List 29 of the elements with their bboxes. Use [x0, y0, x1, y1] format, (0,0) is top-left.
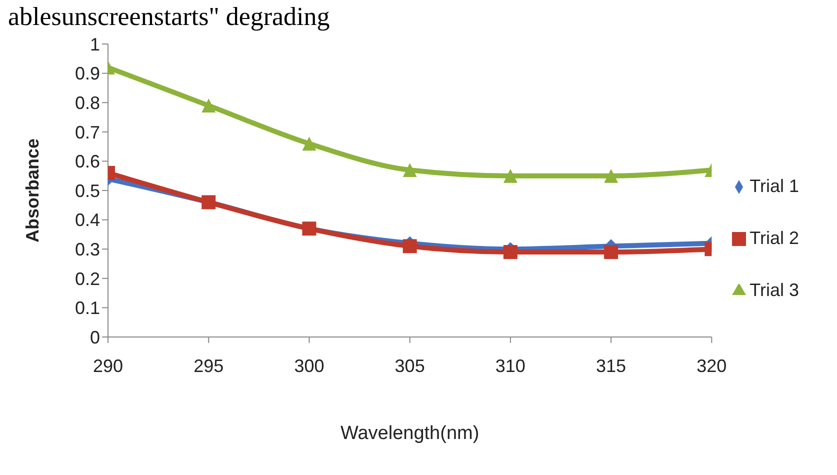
x-axis-title: Wavelength(nm) [340, 423, 480, 444]
x-tick-label: 305 [394, 356, 425, 376]
point [302, 136, 316, 151]
x-tick-label: 300 [294, 356, 324, 376]
x-tick-label: 315 [596, 356, 626, 376]
y-tick-label: 0 [90, 327, 100, 348]
text: ablesunscreenstarts" degrading [8, 2, 330, 32]
y-tick-label: 0.4 [74, 210, 100, 230]
legend-label: Trial 2 [750, 228, 799, 248]
y-tick-label: 0.1 [74, 298, 100, 318]
x-tick-label: 290 [92, 356, 124, 376]
y-tick-label: 0.5 [74, 180, 100, 201]
x-tick-label: 295 [194, 356, 224, 376]
x-tick-label: 320 [696, 356, 727, 376]
y-tick-label: 0.2 [74, 268, 100, 289]
y-tick-label: 0.9 [74, 64, 100, 84]
legend-label: Trial 3 [750, 280, 799, 300]
point [503, 245, 518, 260]
y-axis-title: Absorbance [22, 138, 42, 243]
legend-label: Trial 1 [750, 176, 799, 196]
y-tick-label: 0.6 [74, 152, 100, 172]
x-tick-label: 310 [495, 356, 526, 376]
point [503, 168, 518, 183]
y-tick-label: 0.3 [74, 239, 100, 260]
point [402, 239, 417, 254]
point [402, 162, 417, 177]
y-tick-label: 0.7 [74, 122, 100, 142]
y-tick-label: 1 [90, 34, 100, 54]
y-tick-label: 0.8 [74, 92, 100, 113]
